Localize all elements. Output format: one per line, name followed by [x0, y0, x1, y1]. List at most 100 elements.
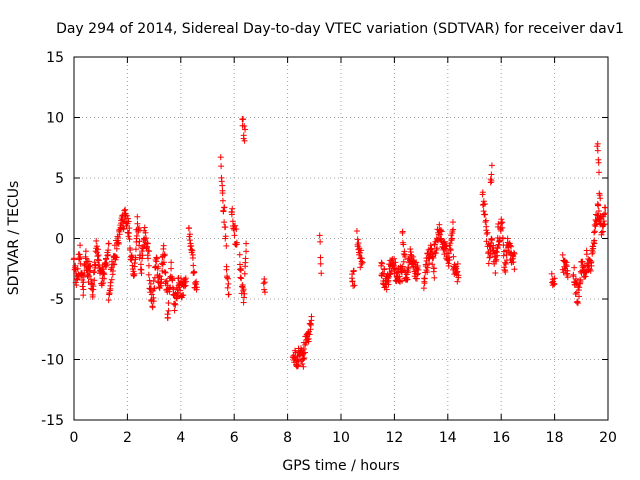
- data-point: [599, 228, 606, 235]
- data-point: [601, 221, 608, 228]
- data-point: [74, 276, 81, 283]
- data-point: [261, 275, 268, 282]
- data-point: [507, 242, 514, 249]
- data-point: [591, 240, 598, 247]
- data-point: [109, 267, 116, 274]
- data-point: [172, 301, 179, 308]
- data-point: [223, 266, 230, 273]
- data-point: [446, 257, 453, 264]
- data-point: [242, 255, 249, 262]
- data-point: [300, 345, 307, 352]
- chart-title: Day 294 of 2014, Sidereal Day-to-day VTE…: [56, 21, 624, 37]
- data-point: [85, 263, 92, 270]
- data-point: [166, 288, 173, 295]
- data-point: [601, 211, 608, 218]
- data-point: [145, 271, 152, 278]
- data-point: [383, 286, 390, 293]
- data-point: [162, 269, 169, 276]
- data-point: [481, 200, 488, 207]
- data-point: [480, 198, 487, 205]
- data-point: [191, 269, 198, 276]
- data-point: [359, 259, 366, 266]
- data-point: [136, 238, 143, 245]
- data-point: [385, 281, 392, 288]
- data-point: [220, 208, 227, 215]
- data-point: [437, 231, 444, 238]
- data-point: [486, 254, 493, 261]
- data-point: [243, 240, 250, 247]
- data-point: [186, 237, 193, 244]
- grid-lines: [74, 57, 608, 420]
- data-point: [141, 224, 148, 231]
- data-point: [113, 245, 120, 252]
- data-point: [430, 254, 437, 261]
- y-tick-label: 15: [46, 50, 64, 66]
- data-point: [433, 245, 440, 252]
- data-point: [90, 286, 97, 293]
- x-tick-label: 4: [176, 430, 185, 446]
- data-point: [486, 243, 493, 250]
- data-point: [308, 313, 315, 320]
- data-point: [186, 231, 193, 238]
- data-point: [180, 292, 187, 299]
- data-point: [429, 248, 436, 255]
- data-point: [485, 260, 492, 267]
- data-point: [71, 255, 78, 262]
- axis-ticks: [73, 56, 609, 421]
- data-point: [562, 258, 569, 265]
- data-point: [222, 233, 229, 240]
- data-point: [316, 232, 323, 239]
- data-point: [100, 279, 107, 286]
- data-point: [94, 256, 101, 263]
- data-point: [171, 300, 178, 307]
- data-point: [424, 264, 431, 271]
- data-point: [102, 263, 109, 270]
- data-point: [501, 264, 508, 271]
- data-point: [358, 255, 365, 262]
- data-point: [233, 226, 240, 233]
- data-point: [577, 278, 584, 285]
- data-point: [233, 239, 240, 246]
- data-point: [79, 283, 86, 290]
- data-point: [349, 271, 356, 278]
- data-point: [181, 279, 188, 286]
- data-point: [169, 275, 176, 282]
- y-tick-label: -10: [41, 353, 64, 369]
- data-point: [441, 238, 448, 245]
- x-tick-label: 18: [546, 430, 564, 446]
- data-point: [497, 227, 504, 234]
- data-point: [158, 279, 165, 286]
- data-point: [355, 240, 362, 247]
- data-point: [413, 259, 420, 266]
- data-point: [510, 259, 517, 266]
- data-point: [492, 270, 499, 277]
- data-point: [237, 267, 244, 274]
- data-point: [177, 287, 184, 294]
- data-point: [454, 278, 461, 285]
- data-point: [400, 241, 407, 248]
- data-point: [398, 264, 405, 271]
- data-point: [588, 262, 595, 269]
- data-point: [131, 270, 138, 277]
- y-tick-label: 0: [55, 232, 64, 248]
- data-point: [143, 235, 150, 242]
- data-point: [318, 270, 325, 277]
- data-point: [483, 230, 490, 237]
- data-point: [108, 276, 115, 283]
- data-point: [81, 270, 88, 277]
- data-point: [437, 227, 444, 234]
- data-point: [443, 242, 450, 249]
- data-point: [137, 261, 144, 268]
- data-point: [300, 355, 307, 362]
- data-point: [595, 159, 602, 166]
- x-tick-label: 2: [123, 430, 132, 446]
- data-point: [594, 147, 601, 154]
- data-point: [493, 248, 500, 255]
- data-point: [400, 250, 407, 257]
- data-point: [300, 363, 307, 370]
- data-point: [242, 126, 249, 133]
- data-point: [74, 265, 81, 272]
- data-point: [123, 212, 130, 219]
- data-point: [146, 248, 153, 255]
- data-point: [379, 260, 386, 267]
